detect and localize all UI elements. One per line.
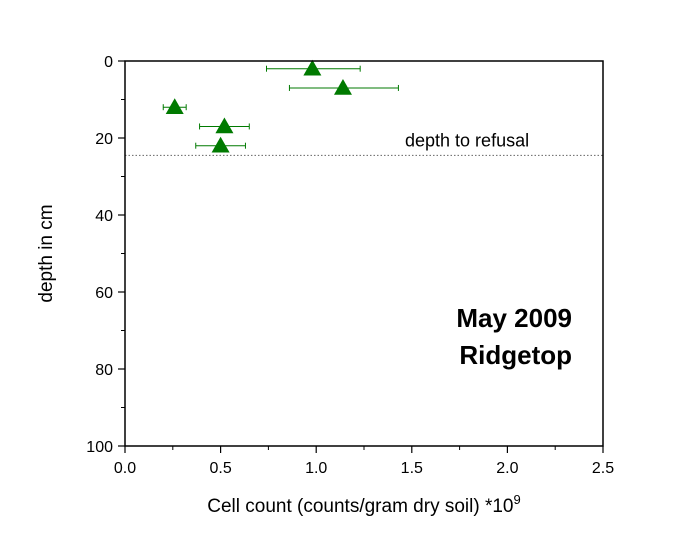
axis-ticks — [118, 60, 604, 453]
annotation-line-1: May 2009 — [456, 303, 572, 333]
annotation-line-2: Ridgetop — [459, 340, 572, 370]
y-tick-label: 0 — [104, 54, 113, 71]
y-axis-title: depth in cm — [36, 204, 57, 302]
axis-tick-labels: 0.0 0.5 1.0 1.5 2.0 2.5 0 20 40 60 80 100 — [86, 54, 614, 477]
data-point-triangle — [333, 78, 352, 95]
data-points — [162, 59, 399, 153]
x-tick-label: 0.0 — [114, 460, 136, 477]
x-tick-label: 1.5 — [401, 460, 423, 477]
refusal-label: depth to refusal — [405, 130, 529, 150]
data-point-triangle — [211, 136, 230, 153]
x-tick-label: 0.5 — [209, 460, 231, 477]
y-tick-label: 100 — [86, 439, 113, 456]
x-tick-label: 2.5 — [592, 460, 614, 477]
plot-frame — [124, 60, 604, 447]
data-point-triangle — [303, 59, 322, 76]
y-tick-label: 80 — [95, 362, 113, 379]
x-axis-title: Cell count (counts/gram dry soil) *109 — [207, 492, 520, 517]
data-point-triangle — [165, 98, 184, 114]
data-point-triangle — [215, 117, 234, 134]
x-tick-label: 2.0 — [496, 460, 518, 477]
y-tick-label: 60 — [95, 285, 113, 302]
y-tick-label: 40 — [95, 208, 113, 225]
x-axis-title-main: Cell count (counts/gram dry soil) *10 — [207, 496, 513, 517]
x-axis-title-exponent: 9 — [514, 492, 521, 507]
y-tick-label: 20 — [95, 131, 113, 148]
x-tick-label: 1.0 — [305, 460, 327, 477]
